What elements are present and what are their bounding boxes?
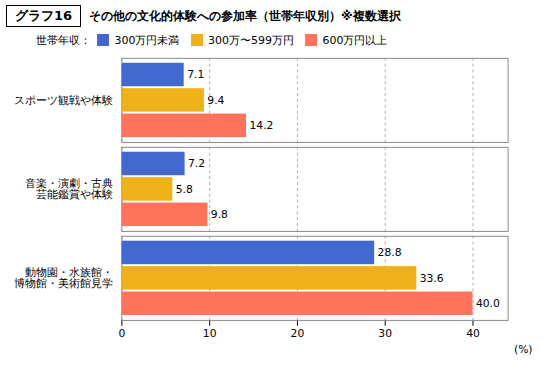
svg-text:9.8: 9.8 bbox=[211, 208, 228, 221]
svg-text:40: 40 bbox=[466, 327, 480, 340]
html-text:300万〜599万円: 300万〜599万円 bbox=[208, 33, 294, 47]
svg-text:7.2: 7.2 bbox=[188, 157, 205, 170]
svg-text:スポーツ観戦や体験: スポーツ観戦や体験 bbox=[14, 94, 113, 107]
svg-text:7.1: 7.1 bbox=[187, 68, 204, 81]
html-text:世帯年収：: 世帯年収： bbox=[36, 33, 91, 47]
svg-text:30: 30 bbox=[378, 327, 392, 340]
svg-text:10: 10 bbox=[203, 327, 217, 340]
svg-text:5.8: 5.8 bbox=[176, 183, 193, 196]
svg-text:28.8: 28.8 bbox=[378, 246, 402, 259]
svg-text:音楽・演劇・古典芸能鑑賞や体験: 音楽・演劇・古典芸能鑑賞や体験 bbox=[25, 177, 113, 201]
svg-text:20: 20 bbox=[291, 327, 305, 340]
svg-text:14.2: 14.2 bbox=[249, 119, 273, 132]
html-text:300万円未満: 300万円未満 bbox=[114, 33, 180, 47]
html-text:グラフ16: グラフ16 bbox=[15, 8, 73, 23]
svg-text:40.0: 40.0 bbox=[476, 297, 500, 310]
svg-text:33.6: 33.6 bbox=[420, 272, 444, 285]
html-text:その他の文化的体験への参加率（世帯年収別）※複数選択: その他の文化的体験への参加率（世帯年収別）※複数選択 bbox=[89, 8, 401, 23]
svg-text:(%): (%) bbox=[514, 343, 533, 355]
svg-text:動物園・水族館・博物館・美術館見学: 動物園・水族館・博物館・美術館見学 bbox=[14, 266, 113, 290]
svg-text:0: 0 bbox=[118, 327, 125, 340]
svg-text:9.4: 9.4 bbox=[207, 94, 224, 107]
html-text:600万円以上: 600万円以上 bbox=[322, 33, 388, 47]
